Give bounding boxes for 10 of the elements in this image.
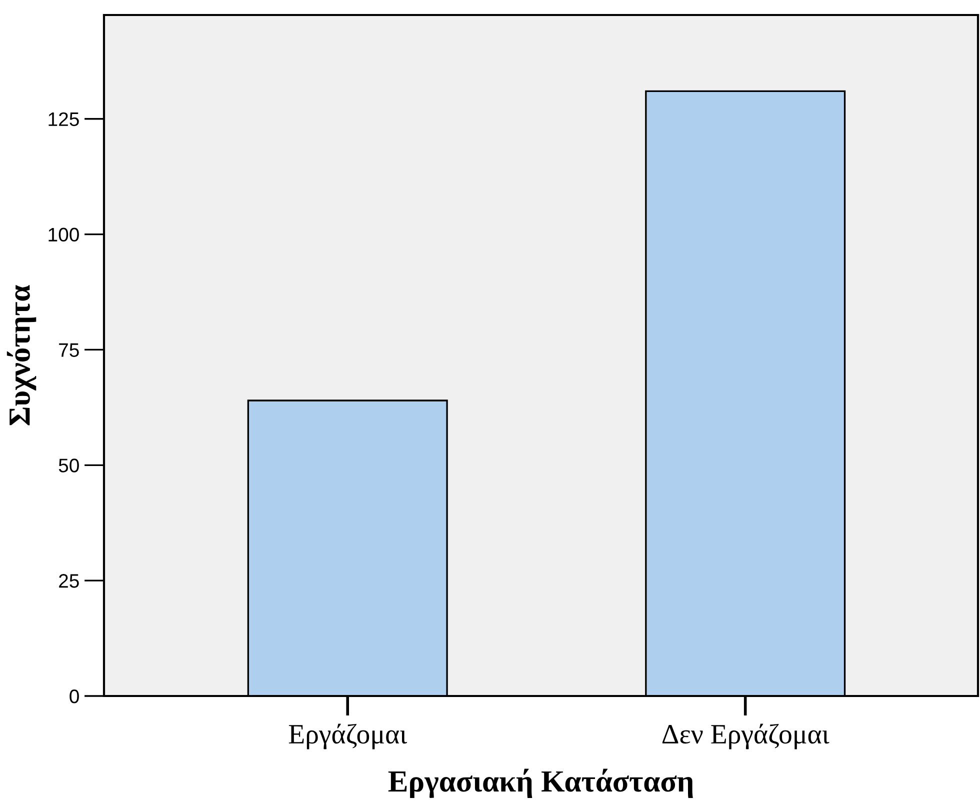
y-axis-title: Συχνότητα <box>6 285 36 426</box>
y-tick-label: 125 <box>48 112 79 126</box>
y-tick-label: 0 <box>70 689 79 704</box>
y-tick-label: 25 <box>59 574 79 588</box>
y-tick-label: 50 <box>58 458 79 472</box>
y-tick-label: 100 <box>48 228 79 242</box>
x-tick-label: Δεν Εργάζομαι <box>662 724 830 750</box>
x-tick-label: Εργάζομαι <box>288 724 407 750</box>
y-tick-label: 75 <box>59 343 79 357</box>
x-axis-title: Εργασιακή Κατάσταση <box>388 768 693 798</box>
